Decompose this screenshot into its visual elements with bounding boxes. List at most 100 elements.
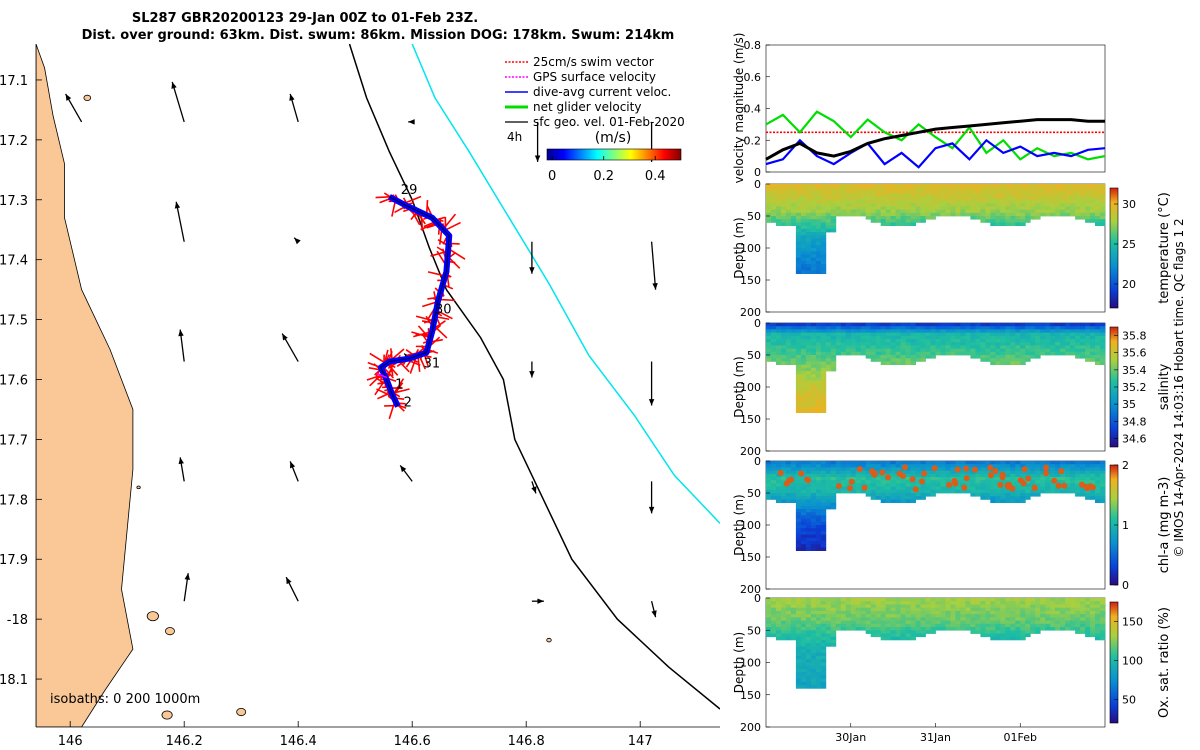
section-cell (1030, 470, 1036, 475)
section-cell (771, 335, 777, 340)
section-cell (930, 187, 936, 191)
section-cell (1070, 323, 1076, 327)
section-cell (885, 184, 891, 188)
section-cell (810, 537, 817, 542)
section-cell (825, 473, 832, 478)
section-cell (1070, 627, 1076, 631)
section-cell (1060, 323, 1066, 327)
section-cell (885, 339, 891, 343)
section-cell (805, 238, 812, 242)
section-cell (960, 614, 966, 618)
section-cell (930, 601, 936, 605)
section-cell (885, 212, 891, 217)
section-cell (805, 610, 812, 615)
section-cell (965, 206, 971, 210)
section-cell (776, 486, 782, 491)
section-cell (965, 470, 971, 475)
section-cell (800, 678, 807, 683)
section-cell (825, 610, 832, 615)
section-cell (840, 614, 847, 618)
section-cell (795, 646, 802, 650)
section-cell (1040, 464, 1046, 468)
section-cell (885, 617, 891, 621)
chl-high-point (1031, 485, 1038, 492)
section-cell (1070, 332, 1076, 337)
section-cell (860, 351, 867, 356)
section-cell (1050, 342, 1056, 346)
section-cell (1030, 203, 1036, 207)
section-cell (1075, 483, 1081, 487)
section-cell (810, 678, 817, 683)
section-cell (805, 496, 812, 500)
section-cell (985, 196, 991, 201)
section-cell (940, 627, 946, 631)
section-cell (970, 342, 976, 346)
section-cell (895, 326, 901, 330)
section-cell (895, 633, 901, 638)
section-cell (910, 473, 916, 478)
section-cell (850, 477, 857, 481)
section-cell (805, 184, 812, 188)
section-cell (810, 544, 817, 548)
section-cell (905, 351, 911, 356)
section-cell (1065, 480, 1071, 484)
section-cell (766, 477, 772, 481)
chl-high-point (856, 466, 863, 473)
section-cell (980, 216, 986, 220)
section-cell (800, 489, 807, 494)
section-cell (970, 335, 976, 340)
section-cell (1025, 610, 1031, 615)
section-cell (810, 675, 817, 679)
section-cell (1100, 193, 1106, 198)
section-cell (940, 623, 946, 628)
section-cell (1005, 219, 1011, 223)
section-cell (840, 329, 847, 333)
section-cell (1025, 212, 1031, 217)
section-cell (880, 477, 887, 481)
section-cell (855, 614, 862, 618)
section-cell (895, 323, 901, 327)
section-cell (835, 617, 842, 621)
section-cell (785, 496, 792, 500)
section-cell (845, 187, 852, 191)
section-cell (795, 367, 802, 372)
section-cell (1020, 598, 1026, 602)
section-cell (1070, 489, 1076, 494)
section-cell (1025, 219, 1031, 223)
section-cell (895, 477, 901, 481)
section-cell (1025, 633, 1031, 638)
section-cell (795, 515, 802, 519)
section-cell (1100, 464, 1106, 468)
section-cell (825, 348, 832, 353)
section-cell (910, 323, 916, 327)
cbar-tick-label: 2 (1122, 459, 1129, 472)
section-cell (1075, 206, 1081, 210)
section-cell (910, 184, 916, 188)
chl-high-point (1078, 481, 1085, 488)
section-cell (1000, 222, 1006, 226)
section-cell (900, 636, 906, 641)
section-cell (771, 486, 777, 491)
chl-high-point (931, 465, 938, 472)
section-ytick-label: 150 (740, 689, 761, 702)
section-ytick-label: 100 (740, 657, 761, 670)
section-cell (795, 547, 802, 551)
section-cell (776, 620, 782, 625)
section-cell (980, 323, 986, 327)
section-cell (815, 241, 822, 246)
section-cell (960, 342, 966, 346)
map-ytick-label: 17.3 (0, 194, 28, 209)
section-cell (925, 610, 931, 615)
section-cell (1065, 193, 1071, 198)
section-cell (960, 348, 966, 353)
section-cell (905, 345, 911, 349)
section-cell (965, 193, 971, 198)
section-cell (1070, 206, 1076, 210)
section-cell (1015, 361, 1021, 365)
section-cell (910, 601, 916, 605)
section-cell (1000, 219, 1006, 223)
section-cell (800, 643, 807, 647)
section-cell (1025, 620, 1031, 625)
section-cell (1000, 361, 1006, 365)
section-cell (850, 461, 857, 465)
